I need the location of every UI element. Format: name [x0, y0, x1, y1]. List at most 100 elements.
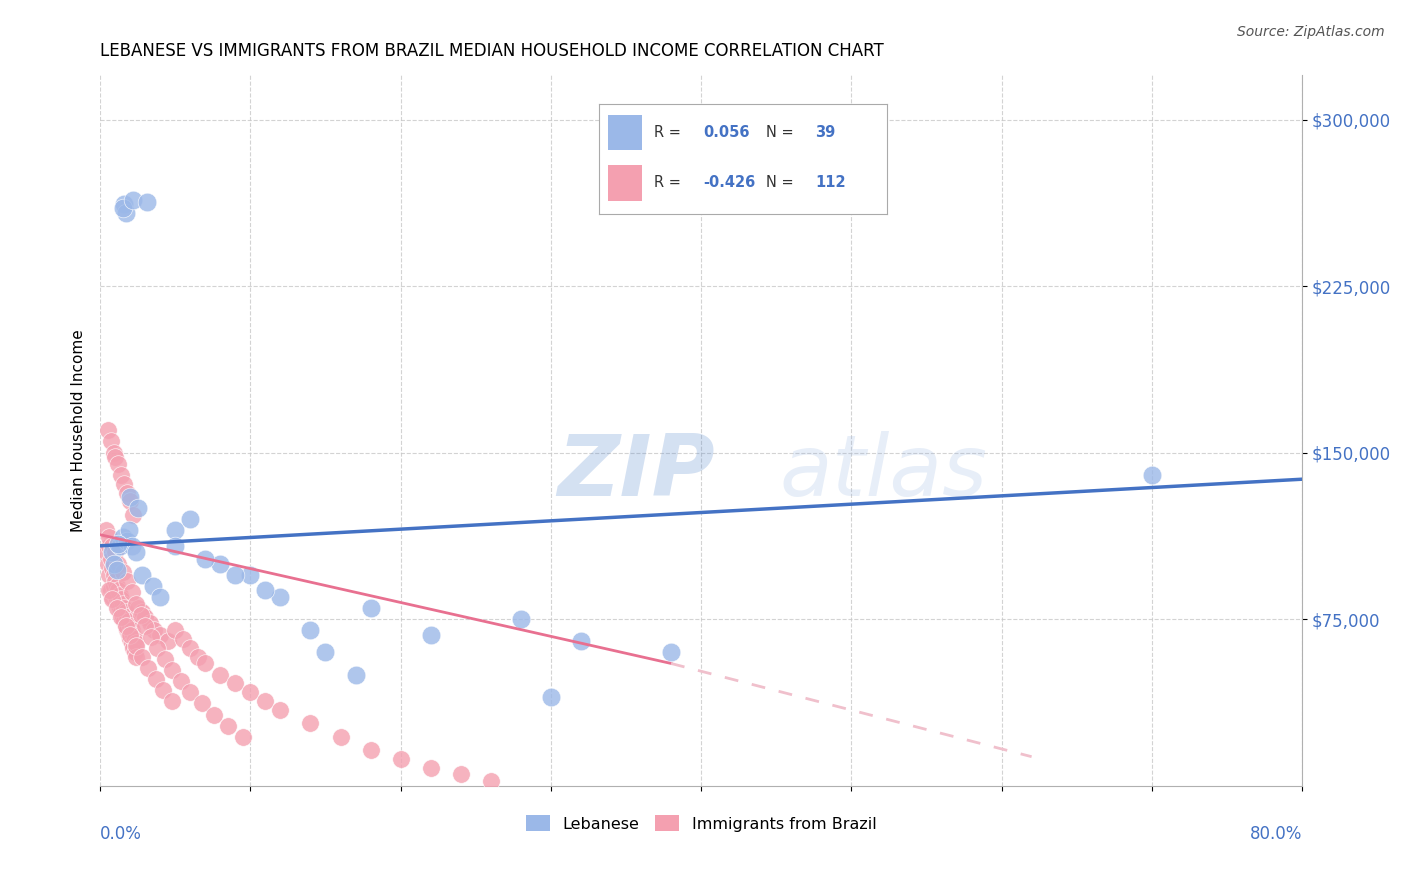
- Point: [269, 590, 291, 604]
- Point: [209, 667, 232, 681]
- Point: [269, 703, 291, 717]
- Point: [194, 552, 217, 566]
- Point: [108, 588, 131, 602]
- Point: [101, 590, 124, 604]
- Point: [360, 743, 382, 757]
- Point: [179, 512, 201, 526]
- Point: [112, 197, 135, 211]
- Point: [125, 597, 148, 611]
- Point: [121, 636, 143, 650]
- Point: [120, 490, 142, 504]
- Point: [118, 627, 141, 641]
- Point: [360, 601, 382, 615]
- Point: [143, 623, 166, 637]
- Point: [217, 718, 239, 732]
- Point: [115, 534, 138, 549]
- Point: [131, 649, 153, 664]
- Point: [97, 557, 120, 571]
- Point: [450, 767, 472, 781]
- Point: [224, 676, 246, 690]
- Point: [224, 567, 246, 582]
- Point: [112, 614, 135, 628]
- Point: [254, 694, 277, 708]
- Point: [94, 523, 117, 537]
- Point: [146, 640, 169, 655]
- Point: [121, 623, 143, 637]
- Point: [101, 561, 124, 575]
- Point: [125, 545, 148, 559]
- Point: [114, 606, 136, 620]
- Point: [105, 601, 128, 615]
- Point: [105, 579, 128, 593]
- Point: [98, 530, 121, 544]
- Point: [1140, 467, 1163, 482]
- Point: [129, 607, 152, 622]
- Point: [125, 636, 148, 650]
- Point: [111, 202, 134, 216]
- Point: [540, 690, 562, 704]
- Point: [127, 501, 149, 516]
- Point: [152, 683, 174, 698]
- Point: [103, 557, 125, 571]
- Point: [149, 590, 172, 604]
- Point: [94, 545, 117, 559]
- Point: [107, 557, 129, 571]
- Point: [162, 694, 184, 708]
- Point: [103, 579, 125, 593]
- Point: [98, 539, 121, 553]
- Point: [108, 601, 131, 615]
- Point: [122, 193, 145, 207]
- Point: [101, 545, 124, 559]
- Point: [124, 645, 146, 659]
- Point: [115, 485, 138, 500]
- Point: [122, 508, 145, 522]
- Point: [122, 640, 145, 655]
- Point: [239, 567, 262, 582]
- Point: [107, 583, 129, 598]
- Point: [124, 632, 146, 646]
- Point: [419, 761, 441, 775]
- Point: [165, 539, 187, 553]
- Point: [112, 476, 135, 491]
- Legend: Lebanese, Immigrants from Brazil: Lebanese, Immigrants from Brazil: [519, 808, 883, 838]
- Point: [254, 583, 277, 598]
- Point: [131, 567, 153, 582]
- Point: [659, 645, 682, 659]
- Point: [101, 539, 124, 553]
- Point: [131, 606, 153, 620]
- Point: [138, 616, 160, 631]
- Point: [110, 606, 132, 620]
- Point: [165, 523, 187, 537]
- Point: [232, 730, 254, 744]
- Point: [127, 601, 149, 615]
- Point: [179, 640, 201, 655]
- Point: [134, 618, 156, 632]
- Point: [104, 450, 127, 464]
- Y-axis label: Median Household Income: Median Household Income: [72, 329, 86, 532]
- Point: [569, 634, 592, 648]
- Point: [120, 494, 142, 508]
- Text: ZIP: ZIP: [557, 432, 714, 515]
- Point: [108, 539, 131, 553]
- Text: 80.0%: 80.0%: [1250, 824, 1302, 843]
- Point: [122, 627, 145, 641]
- Point: [329, 730, 352, 744]
- Text: 0.0%: 0.0%: [100, 824, 142, 843]
- Point: [121, 539, 143, 553]
- Point: [149, 627, 172, 641]
- Point: [125, 649, 148, 664]
- Point: [179, 685, 201, 699]
- Point: [100, 583, 122, 598]
- Point: [344, 667, 367, 681]
- Point: [141, 630, 163, 644]
- Point: [162, 663, 184, 677]
- Point: [187, 649, 209, 664]
- Point: [118, 523, 141, 537]
- Point: [115, 623, 138, 637]
- Point: [134, 610, 156, 624]
- Point: [118, 614, 141, 628]
- Point: [120, 627, 142, 641]
- Point: [101, 592, 124, 607]
- Point: [153, 652, 176, 666]
- Point: [107, 536, 129, 550]
